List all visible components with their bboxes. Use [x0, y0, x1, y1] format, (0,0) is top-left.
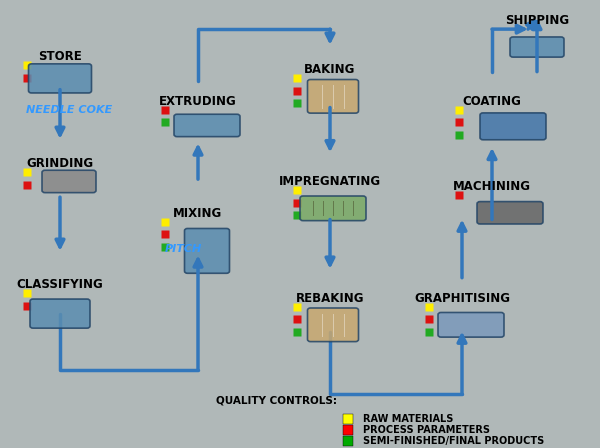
- Text: MIXING: MIXING: [173, 207, 223, 220]
- FancyBboxPatch shape: [300, 196, 366, 221]
- Text: REBAKING: REBAKING: [296, 292, 364, 305]
- FancyBboxPatch shape: [42, 170, 96, 193]
- FancyBboxPatch shape: [308, 308, 359, 341]
- Text: IMPREGNATING: IMPREGNATING: [279, 175, 381, 188]
- Text: GRAPHITISING: GRAPHITISING: [414, 292, 510, 305]
- FancyBboxPatch shape: [185, 228, 229, 273]
- Text: COATING: COATING: [463, 95, 521, 108]
- Text: QUALITY CONTROLS:: QUALITY CONTROLS:: [215, 396, 337, 406]
- Text: RAW MATERIALS: RAW MATERIALS: [363, 414, 454, 424]
- FancyBboxPatch shape: [510, 37, 564, 57]
- Text: STORE: STORE: [38, 50, 82, 63]
- FancyBboxPatch shape: [477, 202, 543, 224]
- Text: MACHINING: MACHINING: [453, 180, 531, 193]
- Text: BAKING: BAKING: [304, 63, 356, 76]
- FancyBboxPatch shape: [438, 313, 504, 337]
- Text: GRINDING: GRINDING: [26, 157, 94, 170]
- FancyBboxPatch shape: [30, 299, 90, 328]
- Text: SHIPPING: SHIPPING: [505, 14, 569, 27]
- Text: SEMI-FINISHED/FINAL PRODUCTS: SEMI-FINISHED/FINAL PRODUCTS: [363, 436, 544, 446]
- Text: PROCESS PARAMETERS: PROCESS PARAMETERS: [363, 425, 490, 435]
- Text: EXTRUDING: EXTRUDING: [159, 95, 237, 108]
- Text: CLASSIFYING: CLASSIFYING: [17, 278, 103, 291]
- FancyBboxPatch shape: [308, 80, 359, 113]
- FancyBboxPatch shape: [29, 64, 91, 93]
- Text: PITCH: PITCH: [164, 244, 202, 254]
- Text: NEEDLE COKE: NEEDLE COKE: [26, 105, 112, 115]
- FancyBboxPatch shape: [174, 114, 240, 137]
- FancyBboxPatch shape: [480, 113, 546, 140]
